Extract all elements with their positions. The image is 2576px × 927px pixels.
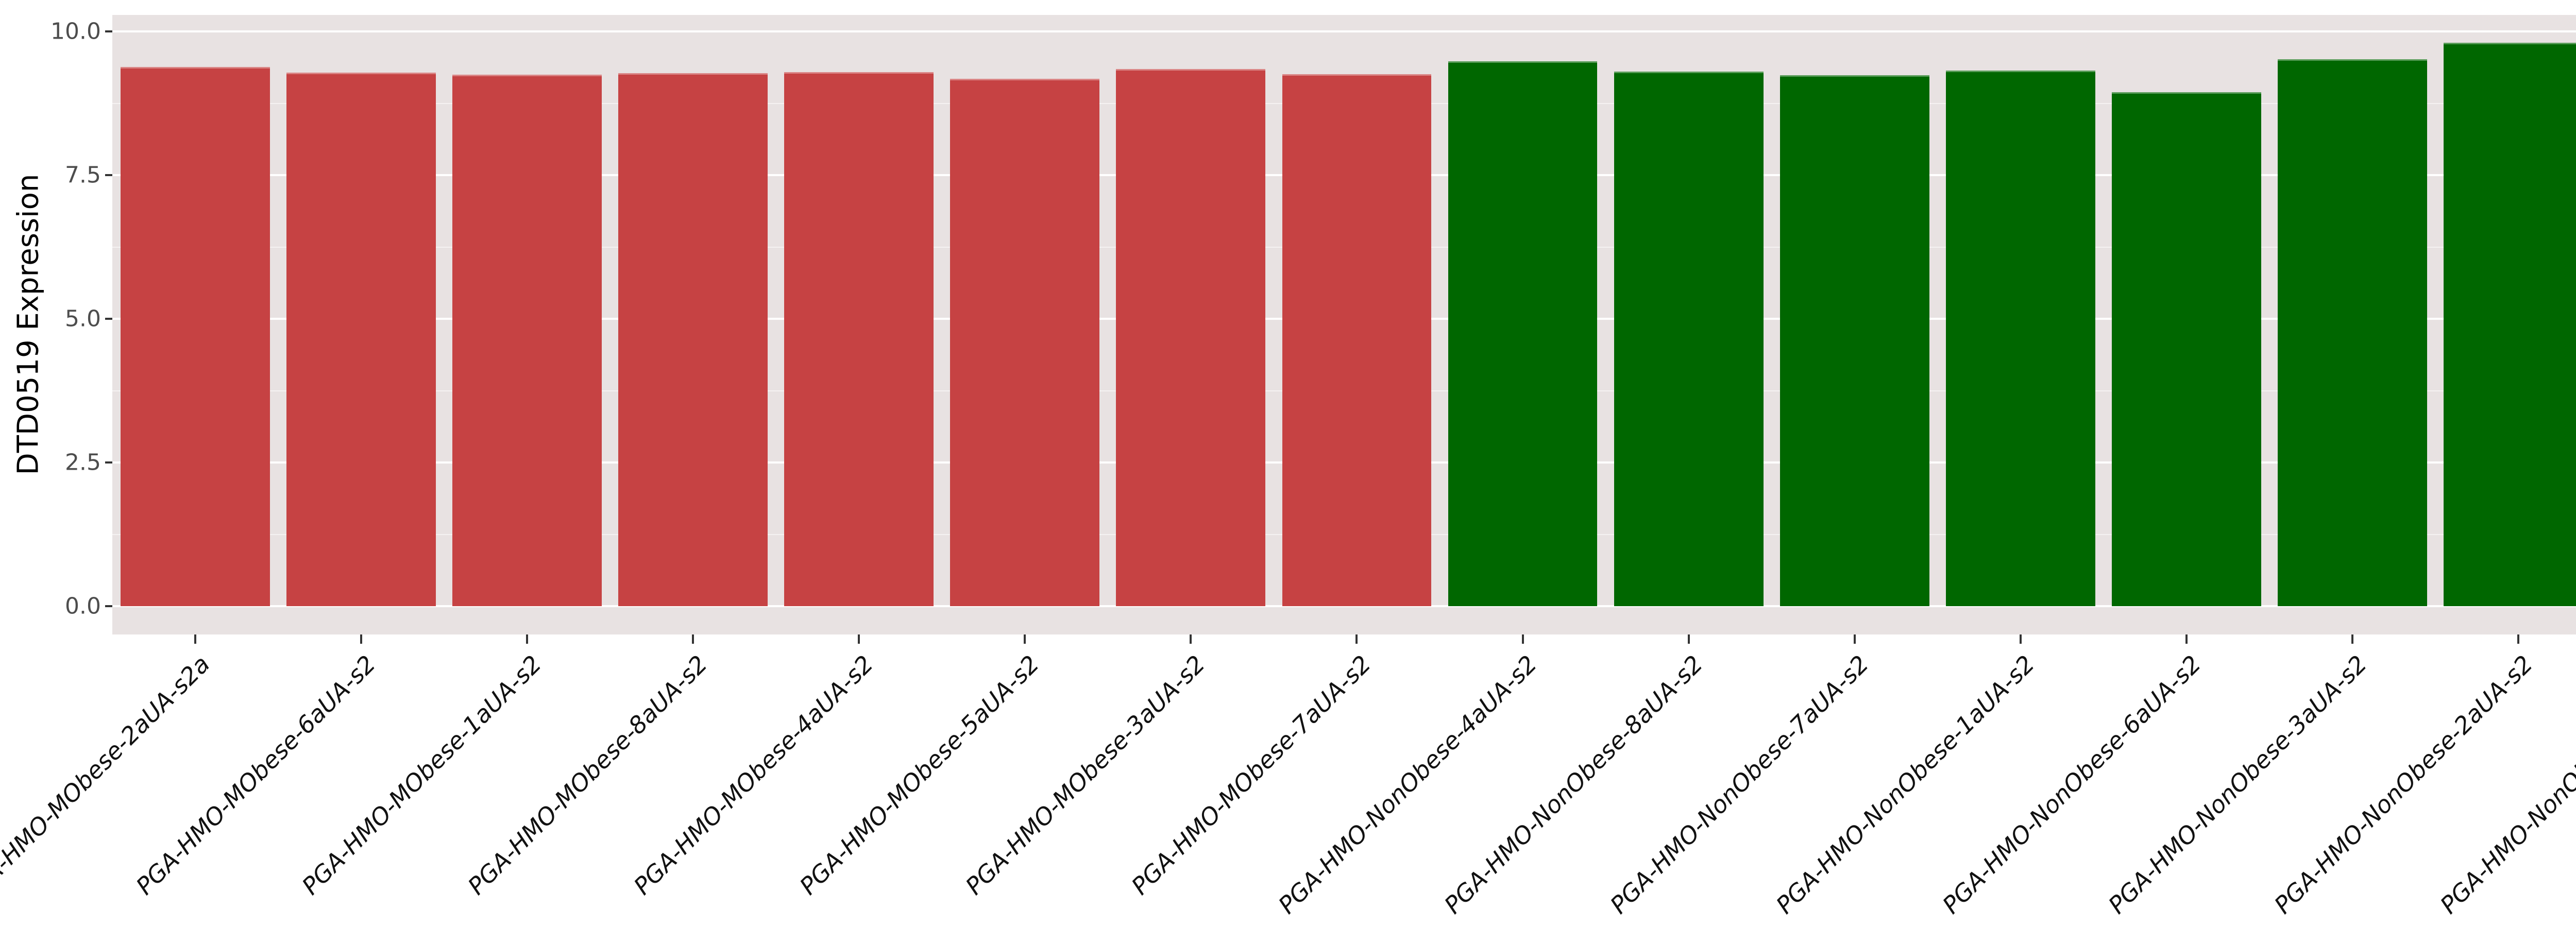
bar	[121, 67, 270, 606]
bar	[950, 78, 1100, 606]
bar	[2277, 59, 2427, 606]
bar	[452, 74, 602, 606]
plot-panel	[112, 15, 2576, 634]
bar	[286, 73, 436, 606]
x-tick-mark	[1190, 634, 1192, 644]
bar	[1614, 72, 1764, 606]
x-tick-mark	[1355, 634, 1358, 644]
x-tick-mark	[2185, 634, 2188, 644]
x-tick-label: PGA-HMO-NonObese-2aUA-s2	[2268, 650, 2538, 919]
bar	[618, 73, 768, 606]
x-tick-mark	[360, 634, 363, 644]
x-tick-mark	[526, 634, 529, 644]
x-tick-label: PGA-HMO-MObese-2aUA-s2a	[0, 650, 215, 911]
gridline-major	[112, 30, 2576, 32]
y-tick-mark	[105, 318, 112, 320]
x-tick-mark	[2019, 634, 2022, 644]
gridline-major	[112, 605, 2576, 607]
x-tick-label: PGA-HMO-NonObese-3aUA-s2	[2103, 650, 2372, 919]
y-tick-label: 7.5	[65, 162, 101, 188]
x-tick-mark	[1521, 634, 1524, 644]
bar	[1945, 70, 2095, 606]
bar	[1282, 74, 1432, 606]
bar	[2443, 43, 2576, 606]
y-tick-mark	[105, 174, 112, 176]
bar	[1116, 68, 1266, 606]
x-tick-mark	[1024, 634, 1026, 644]
bar	[1448, 61, 1598, 606]
y-tick-mark	[105, 461, 112, 464]
y-tick-label: 5.0	[65, 305, 101, 332]
x-tick-mark	[2351, 634, 2353, 644]
x-tick-label: PGA-HMO-NonObese-7aUA-s2	[1605, 650, 1874, 919]
bar	[1780, 75, 1929, 606]
x-tick-mark	[194, 634, 197, 644]
y-axis-title: DTD0519 Expression	[11, 174, 45, 475]
x-tick-mark	[858, 634, 860, 644]
bar	[784, 72, 934, 606]
x-tick-mark	[692, 634, 694, 644]
bar	[2111, 92, 2261, 606]
y-tick-label: 10.0	[50, 18, 101, 45]
x-tick-mark	[1687, 634, 1690, 644]
y-tick-mark	[105, 30, 112, 32]
x-tick-mark	[2517, 634, 2519, 644]
x-tick-label: PGA-HMO-NonObese-6aUA-s2	[1937, 650, 2206, 919]
x-tick-label: PGA-HMO-NonObese-4aUA-s2	[1273, 650, 1543, 919]
y-tick-label: 0.0	[65, 593, 101, 620]
x-tick-mark	[1853, 634, 1856, 644]
y-tick-mark	[105, 605, 112, 607]
x-tick-label: PGA-HMO-NonObese-8aUA-s2	[1439, 650, 1708, 919]
x-tick-label: PGA-HMO-NonObese-1aUA-s2	[1771, 650, 2040, 919]
y-tick-label: 2.5	[65, 449, 101, 476]
